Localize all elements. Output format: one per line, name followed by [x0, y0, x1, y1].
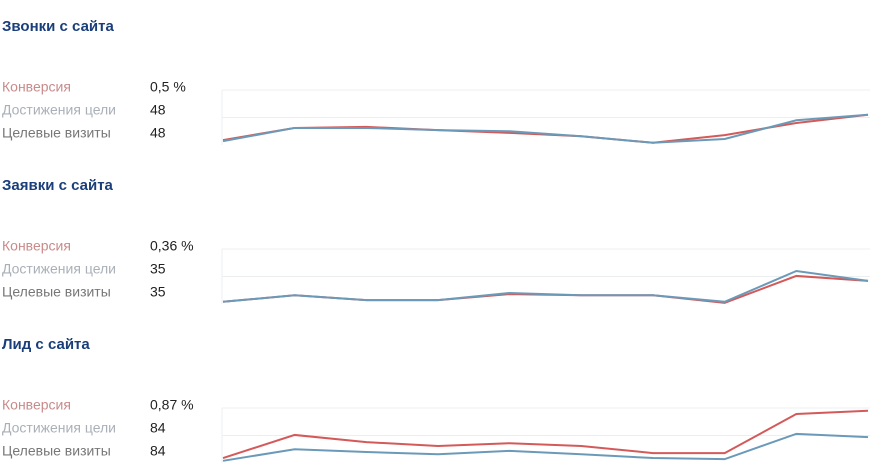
metric-value: 0,5 %	[150, 79, 186, 95]
metric-label: Целевые визиты	[2, 284, 111, 300]
metric-label: Достижения цели	[2, 102, 116, 118]
metric-value: 35	[150, 284, 166, 300]
goal-widget: Звонки с сайта Конверсия 0,5 % Достижения ц…	[2, 18, 870, 145]
goal-widget: Лид с сайта Конверсия 0,87 % Достижения цел…	[2, 336, 870, 463]
metric-label: Конверсия	[2, 79, 71, 95]
sparkline	[222, 269, 869, 303]
metric-value: 84	[150, 420, 166, 436]
metric-label: Целевые визиты	[2, 125, 111, 141]
metric-value: 0,36 %	[150, 238, 194, 254]
metric-value: 48	[150, 125, 166, 141]
sparkline	[222, 113, 869, 144]
metric-label: Целевые визиты	[2, 443, 111, 459]
sparkline	[222, 274, 869, 304]
metric-label: Конверсия	[2, 238, 71, 254]
metric-value: 35	[150, 261, 166, 277]
sparkline	[222, 409, 869, 460]
sparkline	[222, 432, 869, 462]
metric-label: Конверсия	[2, 397, 71, 413]
widget-title: Звонки с сайта	[2, 18, 114, 35]
metric-value: 84	[150, 443, 166, 459]
widget-title: Заявки с сайта	[2, 177, 114, 194]
metric-label: Достижения цели	[2, 261, 116, 277]
metric-value: 0,87 %	[150, 397, 194, 413]
metric-label: Достижения цели	[2, 420, 116, 436]
metric-value: 48	[150, 102, 166, 118]
widget-title: Лид с сайта	[2, 336, 90, 353]
goal-widget: Заявки с сайта Конверсия 0,36 % Достижения …	[2, 177, 870, 304]
